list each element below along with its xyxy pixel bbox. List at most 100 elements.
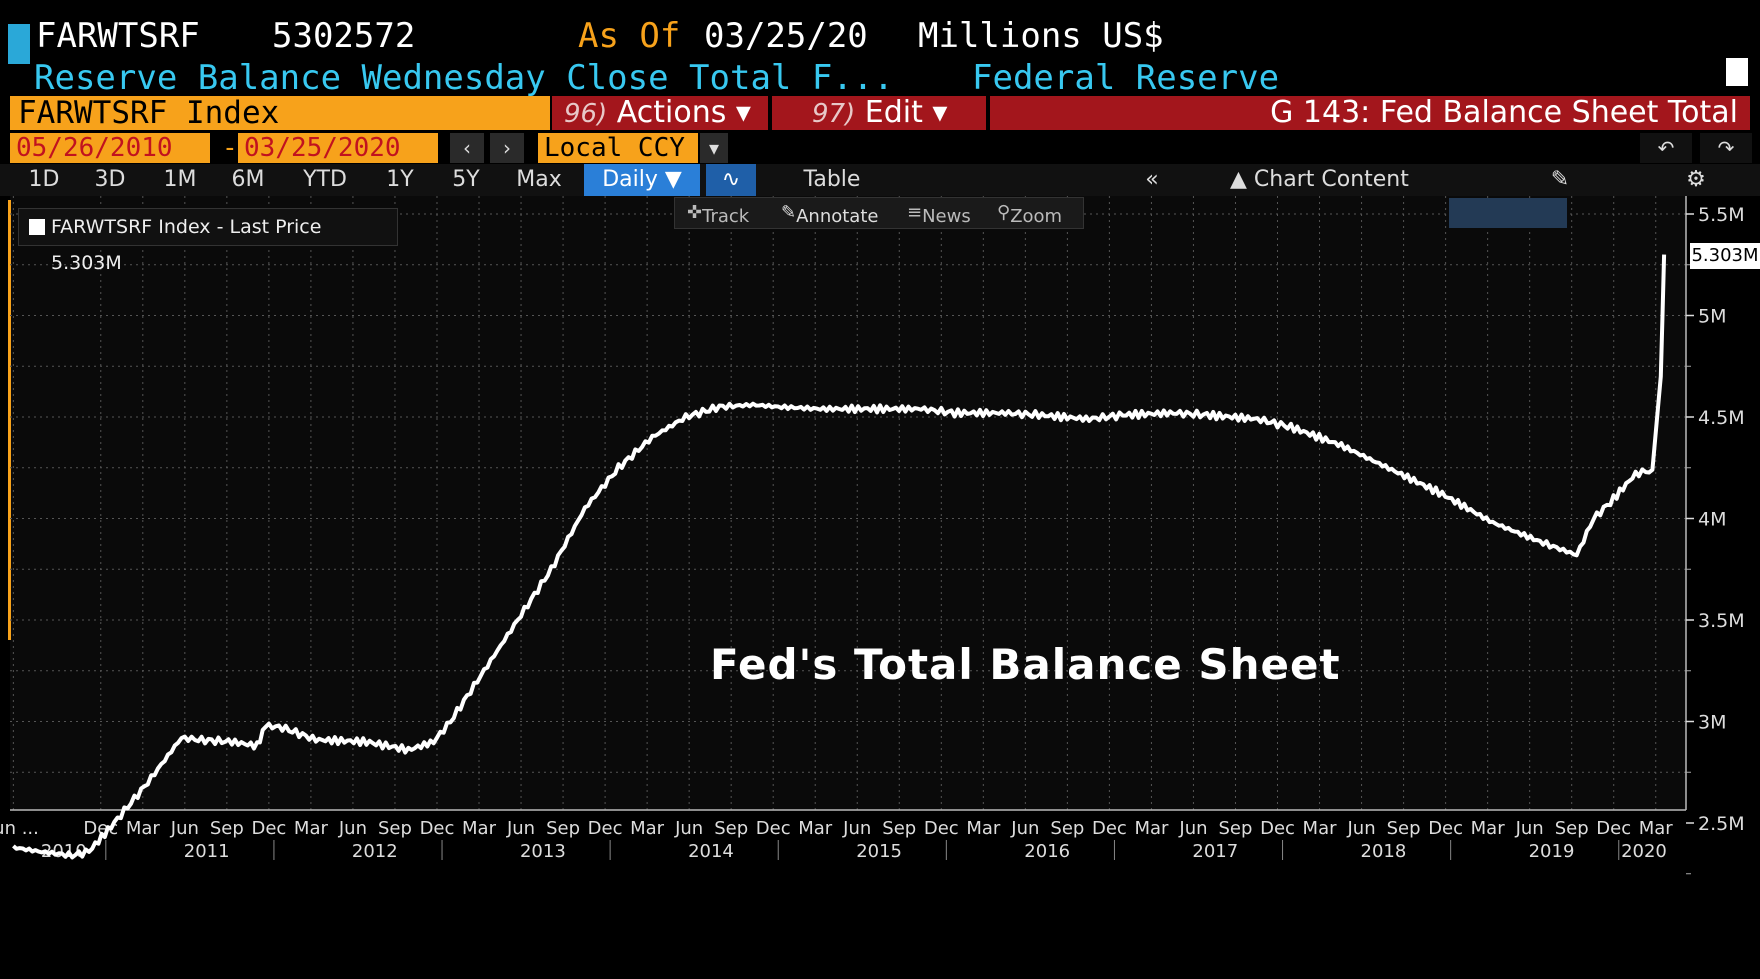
edit-num: 97): [812, 99, 856, 129]
chart-plot: 2.5M 3M 3.5M 4M 4.5M 5M 5.5M Jun ... Dec Mar Jun Se…: [0, 196, 1745, 875]
x-month-label: Dec: [1260, 818, 1295, 839]
range-marker: [8, 200, 11, 640]
chart-title: Fed's Total Balance Sheet: [710, 640, 1341, 689]
selection-marker: [8, 24, 30, 64]
redo-icon[interactable]: ↷: [1700, 133, 1752, 163]
period-6m[interactable]: 6M: [231, 167, 265, 192]
annotate-highlight: [1449, 198, 1567, 228]
plot-background: [10, 196, 1686, 810]
x-year-label: 2016: [1024, 841, 1070, 862]
x-year-label: 2013: [520, 841, 566, 862]
x-month-label: Sep: [378, 818, 412, 839]
chart-legend[interactable]: FARWTSRF Index - Last Price 5.303M: [18, 208, 398, 274]
period-ytd[interactable]: YTD: [303, 167, 347, 192]
period-bar: 1D 3D 1M 6M YTD 1Y 5Y Max Daily ▼ ∿ Tabl…: [0, 164, 1760, 196]
x-year-label: 2012: [352, 841, 398, 862]
period-5y[interactable]: 5Y: [452, 167, 480, 192]
x-month-label: Dec: [756, 818, 791, 839]
undo-icon[interactable]: ↶: [1640, 133, 1692, 163]
y-tick-label: 4M: [1698, 509, 1726, 531]
x-month-label: Jun: [338, 818, 367, 839]
x-month-label: Dec: [1596, 818, 1631, 839]
function-bar: FARWTSRF Index 96) Actions ▾ 97) Edit ▾ …: [0, 96, 1760, 130]
zoom-tool[interactable]: ⚲ Zoom: [997, 202, 1063, 227]
actions-label: Actions ▾: [616, 95, 751, 130]
end-date-field[interactable]: 03/25/2020: [238, 133, 438, 163]
line-chart-icon[interactable]: ∿: [706, 164, 756, 196]
next-arrow-icon[interactable]: ›: [490, 133, 524, 163]
x-month-label: Jun: [1346, 818, 1375, 839]
chart-tools: ✜ Track ✎ Annotate ≡ News ⚲ Zoom: [674, 197, 1567, 229]
start-date-field[interactable]: 05/26/2010: [10, 133, 210, 163]
x-month-label: Mar: [798, 818, 833, 839]
x-year-label: 2017: [1192, 841, 1238, 862]
zoom-label: Zoom: [1010, 206, 1063, 227]
x-year-label: 2018: [1361, 841, 1407, 862]
x-month-label: Mar: [630, 818, 665, 839]
description-header: Reserve Balance Wednesday Close Total F.…: [0, 54, 1760, 98]
currency-select[interactable]: Local CCY: [538, 133, 698, 163]
x-year-label: 2019: [1529, 841, 1575, 862]
x-year-label: 2015: [856, 841, 902, 862]
x-month-label: Sep: [210, 818, 244, 839]
x-month-label: Jun: [1010, 818, 1039, 839]
legend-swatch: [29, 219, 45, 235]
x-month-label: Jun: [1515, 818, 1544, 839]
table-button[interactable]: Table: [803, 167, 861, 192]
track-tool[interactable]: ✜ Track: [687, 202, 750, 227]
annotate-tool[interactable]: ✎ Annotate: [781, 202, 879, 227]
prev-arrow-icon[interactable]: ‹: [450, 133, 484, 163]
edit-chart-icon[interactable]: ✎: [1550, 167, 1570, 192]
x-year-label: 2011: [184, 841, 230, 862]
x-month-label: Jun: [842, 818, 871, 839]
x-month-label: Dec: [1092, 818, 1127, 839]
period-1d[interactable]: 1D: [28, 167, 60, 192]
x-month-label: Sep: [882, 818, 916, 839]
collapse-icon[interactable]: «: [1145, 167, 1159, 192]
settings-gear-icon[interactable]: ⚙: [1686, 167, 1706, 192]
units-text: Millions US$: [918, 16, 1164, 56]
x-month-label: Sep: [1387, 818, 1421, 839]
edit-button[interactable]: 97) Edit ▾: [772, 96, 986, 130]
period-3d[interactable]: 3D: [94, 167, 126, 192]
x-month-label: Dec: [420, 818, 455, 839]
legend-entry: FARWTSRF Index - Last Price 5.303M: [51, 216, 322, 274]
currency-dropdown-icon[interactable]: ▾: [700, 133, 728, 163]
x-month-label: Mar: [126, 818, 161, 839]
index-field[interactable]: FARWTSRF Index: [10, 96, 550, 130]
x-month-label: Dec: [251, 818, 286, 839]
graph-title: G 143: Fed Balance Sheet Total: [990, 96, 1750, 130]
news-tool[interactable]: ≡ News: [907, 202, 971, 227]
x-month-label: Sep: [1555, 818, 1589, 839]
news-label: News: [922, 206, 971, 227]
x-month-label: Sep: [1219, 818, 1253, 839]
x-month-label: Sep: [1050, 818, 1084, 839]
period-1y[interactable]: 1Y: [386, 167, 414, 192]
chart-content-button[interactable]: ▲ Chart Content: [1230, 164, 1430, 196]
y-tick-label: 3M: [1698, 712, 1726, 734]
description-text: Reserve Balance Wednesday Close Total F.…: [34, 58, 894, 98]
x-month-label: Mar: [462, 818, 497, 839]
frequency-select[interactable]: Daily ▼: [584, 164, 700, 196]
actions-button[interactable]: 96) Actions ▾: [552, 96, 768, 130]
date-dash: -: [222, 133, 238, 163]
ticker-text: FARWTSRF: [36, 16, 200, 56]
annotate-label: Annotate: [796, 206, 879, 227]
series-line: [12, 254, 1667, 860]
period-1m[interactable]: 1M: [163, 167, 197, 192]
as-of-label: As Of: [578, 16, 681, 56]
y-tick-label: 5M: [1698, 306, 1726, 328]
x-month-label: Jun: [1178, 818, 1207, 839]
y-tick-label: 3.5M: [1698, 610, 1745, 632]
chart-content-label: Chart Content: [1253, 167, 1409, 192]
x-month-label: Mar: [1303, 818, 1338, 839]
y-tick-label: 5.5M: [1698, 204, 1745, 226]
document-icon[interactable]: [1726, 58, 1748, 86]
value-text: 5302572: [272, 16, 416, 56]
security-header: FARWTSRF 5302572 As Of 03/25/20 Millions…: [0, 14, 1760, 64]
source-text: Federal Reserve: [972, 58, 1280, 98]
x-month-label: Jun ...: [0, 818, 39, 839]
period-max[interactable]: Max: [516, 167, 562, 192]
last-price-badge: 5.303M: [1690, 243, 1760, 269]
date-range-bar: 05/26/2010 - 03/25/2020 ‹ › Local CCY ▾ …: [0, 133, 1760, 163]
